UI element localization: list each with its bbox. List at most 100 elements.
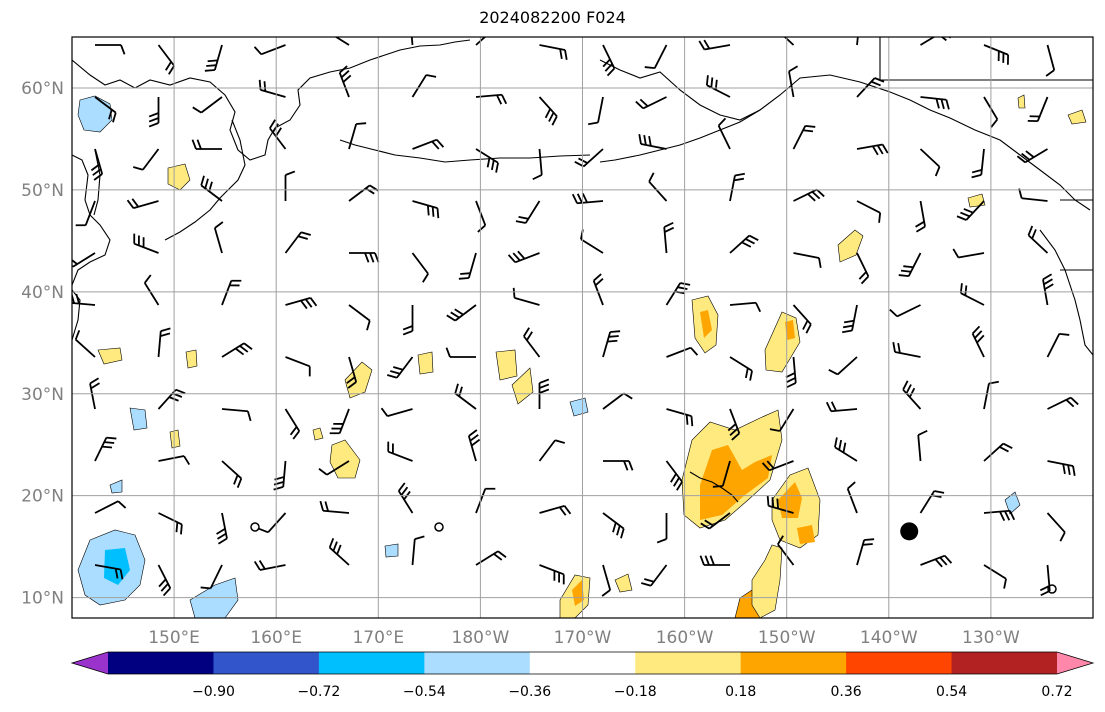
wind-barb [507, 250, 540, 264]
negative-anomaly-area [1004, 491, 1021, 515]
wind-barb [700, 512, 731, 530]
wind-barb [538, 378, 550, 409]
wind-barb [380, 407, 413, 418]
wind-barb [777, 535, 795, 566]
graticule [72, 37, 1093, 618]
wind-barb [412, 200, 440, 219]
wind-barb [825, 401, 858, 413]
wind-barb [285, 296, 318, 310]
colorbar-segment [951, 652, 1058, 674]
wind-barb [94, 564, 124, 580]
wind-barb [766, 495, 794, 514]
lon-label: 150°E [148, 628, 200, 648]
location-marker [900, 522, 919, 541]
colorbar-segment [846, 652, 953, 674]
wind-barb [192, 96, 223, 114]
wind-barb [132, 148, 160, 171]
wind-barb [158, 512, 183, 535]
lon-label: 170°W [554, 628, 612, 648]
wind-barb [1046, 512, 1066, 542]
wind-barb [663, 221, 675, 254]
wind-barb [920, 554, 953, 568]
wind-barb [397, 482, 414, 514]
wind-barb [892, 342, 921, 358]
wind-barb [446, 304, 477, 322]
wind-barb [592, 273, 604, 306]
negative-anomaly-area [77, 95, 113, 133]
wind-barb [72, 252, 96, 268]
wind-barb [917, 429, 928, 462]
calm-wind-icon [250, 522, 260, 532]
longitude-labels: 150°E 160°E 170°E 180°W 170°W 160°W 150°W 140°W… [148, 628, 1020, 648]
wind-barb [856, 200, 882, 223]
colorbar-labels: −0.90 −0.72 −0.54 −0.36 −0.18 0.18 0.36 0.54 0.7… [192, 684, 1073, 700]
positive-anomaly-area [344, 361, 373, 399]
wind-barb [148, 97, 160, 128]
colorbar-segment [318, 652, 425, 674]
wind-barb [213, 221, 224, 254]
wind-barb [221, 279, 242, 306]
wind-barb [856, 538, 875, 566]
wind-barb [258, 512, 287, 534]
colorbar-outline [70, 651, 1095, 675]
colorbar-segment [213, 652, 320, 674]
wind-barb [983, 380, 999, 410]
coastline-aleutians [339, 139, 591, 163]
negative-anomaly-area [569, 397, 589, 417]
wind-barb [475, 148, 499, 173]
wind-barb [454, 383, 477, 410]
colorbar-tick-label: −0.18 [614, 684, 657, 700]
wind-barb [898, 252, 922, 278]
wind-barb [729, 172, 745, 202]
lon-label: 150°W [758, 628, 816, 648]
wind-barb [602, 392, 633, 410]
wind-barb [856, 37, 859, 46]
positive-anomaly-area [700, 310, 712, 338]
wind-barb [1016, 148, 1048, 164]
border-us [1060, 199, 1093, 271]
wind-barb [603, 460, 634, 471]
wind-barb [842, 304, 858, 334]
positive-anomaly-area [185, 349, 198, 369]
colorbar-tick-label: −0.90 [192, 684, 235, 700]
wind-barb [411, 74, 437, 98]
wind-barb [971, 325, 985, 358]
wind-barb [959, 283, 985, 306]
wind-barb [285, 356, 311, 377]
wind-barb [788, 65, 799, 98]
wind-barb [1042, 273, 1054, 306]
wind-barb [221, 342, 253, 358]
colorbar-extend-min [72, 652, 108, 674]
wind-barb [273, 460, 287, 491]
wind-barb [656, 513, 668, 544]
negative-anomaly-area [384, 543, 399, 558]
wind-barb [889, 304, 921, 318]
lon-label: 160°E [250, 628, 302, 648]
wind-barb [253, 44, 286, 56]
wind-barb [539, 44, 568, 60]
calm-wind-icon [1047, 584, 1057, 594]
wind-barb [902, 380, 922, 410]
lon-label: 180°W [452, 628, 510, 648]
calm-wind-icon [434, 522, 444, 532]
wind-barb [523, 327, 541, 358]
wind-barb [666, 346, 699, 358]
map-title: 2024082200 F024 [479, 8, 626, 27]
coastline-asia [72, 39, 471, 161]
wind-barb [475, 37, 487, 46]
lat-label: 10°N [21, 589, 64, 609]
wind-barb [411, 252, 429, 283]
wind-barb [983, 44, 1010, 65]
wind-barb [157, 327, 171, 358]
wind-barb [157, 564, 172, 597]
wind-barb [475, 550, 507, 566]
wind-barb [792, 124, 816, 150]
wind-barb [532, 148, 543, 181]
wind-barb [729, 234, 759, 254]
wind-barb [328, 537, 350, 566]
wind-barb [983, 564, 1007, 589]
wind-barb [588, 96, 604, 126]
wind-barb [971, 148, 985, 179]
wind-barb [89, 377, 100, 410]
